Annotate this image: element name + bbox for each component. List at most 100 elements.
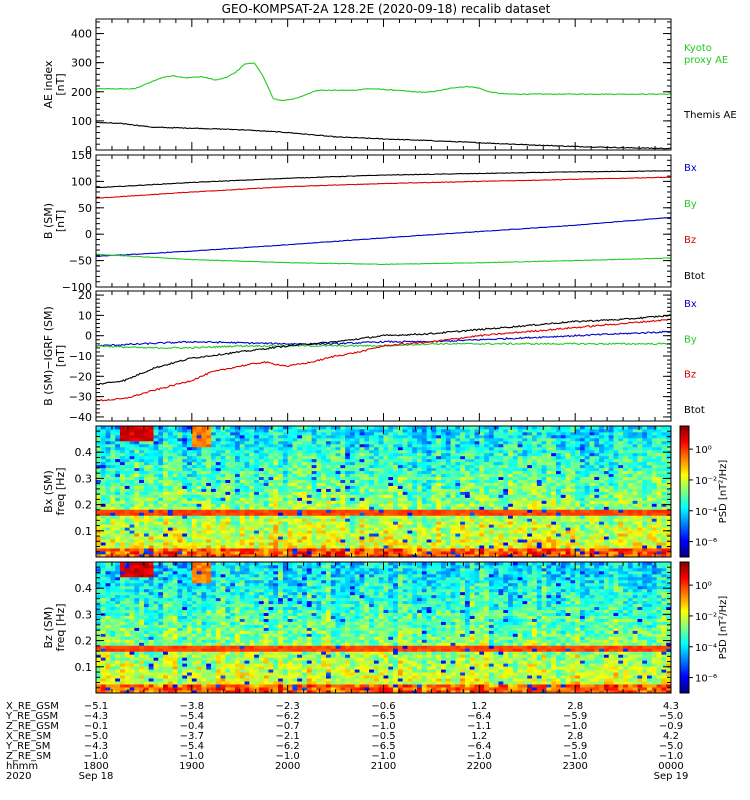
spectrogram-cell: [269, 521, 274, 524]
spectrogram-cell: [283, 506, 288, 509]
spectrogram-cell: [379, 524, 384, 527]
spectrogram-cell: [460, 471, 465, 474]
spectrogram-cell: [532, 527, 537, 530]
spectrogram-cell: [269, 512, 274, 515]
spectrogram-cell: [336, 548, 341, 551]
spectrogram-cell: [96, 494, 101, 497]
spectrogram-cell: [527, 438, 532, 441]
spectrogram-cell: [154, 450, 159, 453]
spectrogram-cell: [326, 483, 331, 486]
spectrogram-cell: [422, 426, 427, 429]
spectrogram-cell: [407, 518, 412, 521]
spectrogram-cell: [460, 530, 465, 533]
spectrogram-cell: [489, 497, 494, 500]
spectrogram-cell: [484, 465, 489, 468]
spectrogram-cell: [144, 536, 149, 539]
spectrogram-cell: [575, 524, 580, 527]
spectrogram-cell: [575, 506, 580, 509]
spectrogram-cell: [556, 500, 561, 503]
spectrogram-cell: [518, 471, 523, 474]
spectrogram-cell: [403, 494, 408, 497]
spectrogram-cell: [566, 521, 571, 524]
spectrogram-cell: [542, 524, 547, 527]
spectrogram-cell: [144, 492, 149, 495]
spectrogram-cell: [331, 494, 336, 497]
spectrogram-cell: [350, 512, 355, 515]
spectrogram-cell: [570, 536, 575, 539]
spectrogram-cell: [508, 429, 513, 432]
spectrogram-cell: [225, 444, 230, 447]
spectrogram-cell: [326, 503, 331, 506]
spectrogram-cell: [278, 459, 283, 462]
spectrogram-cell: [446, 515, 451, 518]
spectrogram-cell: [269, 459, 274, 462]
spectrogram-cell: [508, 492, 513, 495]
spectrogram-cell: [182, 465, 187, 468]
spectrogram-cell: [216, 536, 221, 539]
spectrogram-cell: [566, 548, 571, 551]
spectrogram-cell: [254, 459, 259, 462]
spectrogram-cell: [254, 477, 259, 480]
spectrogram-cell: [441, 494, 446, 497]
spectrogram-cell: [398, 524, 403, 527]
spectrogram-cell: [273, 515, 278, 518]
spectrogram-cell: [570, 506, 575, 509]
spectrogram-cell: [551, 435, 556, 438]
spectrogram-cell: [297, 477, 302, 480]
spectrogram-cell: [163, 456, 168, 459]
spectrogram-cell: [154, 441, 159, 444]
spectrogram-cell: [163, 486, 168, 489]
spectrogram-cell: [518, 480, 523, 483]
spectrogram-cell: [168, 527, 173, 530]
spectrogram-cell: [216, 447, 221, 450]
spectrogram-cell: [537, 459, 542, 462]
spectrogram-cell: [393, 539, 398, 542]
legend-label: By: [684, 334, 697, 345]
spectrogram-cell: [211, 441, 216, 444]
spectrogram-cell: [259, 447, 264, 450]
spectrogram-cell: [206, 518, 211, 521]
spectrogram-cell: [197, 539, 202, 542]
spectrogram-cell: [470, 435, 475, 438]
spectrogram-cell: [197, 542, 202, 545]
series-line-bsm-0: [96, 217, 671, 256]
spectrogram-cell: [508, 489, 513, 492]
spectrogram-cell: [182, 521, 187, 524]
spectrogram-cell: [518, 518, 523, 521]
spectrogram-cell: [192, 503, 197, 506]
spectrogram-cell: [340, 542, 345, 545]
spectrogram-cell: [451, 471, 456, 474]
spectrogram-cell: [259, 432, 264, 435]
spectrogram-cell: [340, 462, 345, 465]
spectrogram-cell: [570, 483, 575, 486]
spectrogram-cell: [355, 506, 360, 509]
spectrogram-cell: [417, 530, 422, 533]
spectrogram-cell: [388, 453, 393, 456]
spectrogram-cell: [326, 492, 331, 495]
spectrogram-cell: [245, 515, 250, 518]
spectrogram-cell: [139, 542, 144, 545]
spectrogram-cell: [321, 477, 326, 480]
spectrogram-cell: [522, 515, 527, 518]
spectrogram-cell: [144, 438, 149, 441]
spectrogram-cell: [106, 506, 111, 509]
spectrogram-cell: [177, 483, 182, 486]
spectrogram-cell: [393, 426, 398, 429]
spectrogram-cell: [173, 456, 178, 459]
spectrogram-cell: [566, 500, 571, 503]
spectrogram-cell: [197, 462, 202, 465]
spectrogram-cell: [134, 521, 139, 524]
spectrogram-cell: [101, 524, 106, 527]
spectrogram-cell: [134, 465, 139, 468]
spectrogram-cell: [551, 459, 556, 462]
spectrogram-cell: [211, 527, 216, 530]
spectrogram-cell: [163, 435, 168, 438]
spectrogram-cell: [360, 503, 365, 506]
spectrogram-cell: [355, 533, 360, 536]
spectrogram-cell: [292, 483, 297, 486]
spectrogram-cell: [585, 536, 590, 539]
spectrogram-cell: [106, 429, 111, 432]
spectrogram-cell: [245, 477, 250, 480]
spectrogram-cell: [403, 444, 408, 447]
spectrogram-cell: [431, 494, 436, 497]
